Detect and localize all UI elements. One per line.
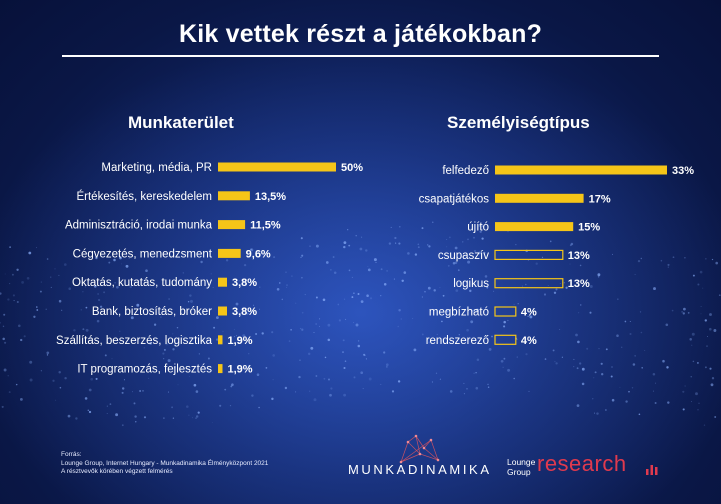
munkaterulet-bar bbox=[218, 220, 246, 230]
munkaterulet-category-label: Adminisztráció, irodai munka bbox=[65, 220, 213, 232]
source-line: Lounge Group, Internet Hungary - Munkadi… bbox=[61, 459, 269, 467]
munkaterulet-value-label: 13,5% bbox=[255, 191, 286, 203]
szemelyiseg-category-label: megbízható bbox=[429, 307, 489, 319]
szemelyiseg-value-label: 4% bbox=[521, 307, 537, 319]
munkaterulet-bar bbox=[218, 191, 250, 201]
munkaterulet-category-label: Cégvezetés, menedzsment bbox=[73, 248, 213, 260]
szemelyiseg-bar bbox=[495, 222, 574, 232]
szemelyiseg-value-label: 4% bbox=[521, 335, 537, 347]
munkaterulet-category-label: Oktatás, kutatás, tudomány bbox=[72, 277, 212, 289]
munkaterulet-value-label: 3,8% bbox=[232, 277, 257, 289]
szemelyiseg-bar bbox=[495, 165, 667, 175]
munkaterulet-category-label: Értékesítés, kereskedelem bbox=[76, 190, 212, 203]
lounge-group-logo-text: Lounge Group bbox=[507, 457, 536, 477]
page-title: Kik vettek részt a játékokban? bbox=[178, 20, 543, 48]
munkaterulet-value-label: 1,9% bbox=[227, 335, 252, 347]
munkaterulet-value-label: 11,5% bbox=[250, 220, 281, 232]
munkadinamika-logo-text: MUNKADINAMIKA bbox=[348, 462, 492, 477]
munkaterulet-bar bbox=[218, 306, 227, 316]
szemelyiseg-category-label: csapatjátékos bbox=[419, 193, 490, 205]
munkadinamika-logo-icon bbox=[399, 434, 440, 464]
munkaterulet-value-label: 9,6% bbox=[246, 248, 271, 260]
munkaterulet-bar bbox=[218, 335, 223, 345]
chart-title-szemelyisegtipus: Személyiségtípus bbox=[447, 113, 590, 132]
szemelyiseg-bar bbox=[494, 306, 517, 317]
chart-title-munkaterulet: Munkaterület bbox=[128, 113, 234, 132]
szemelyiseg-value-label: 15% bbox=[578, 222, 600, 234]
title-divider bbox=[62, 55, 659, 57]
szemelyiseg-bar bbox=[494, 249, 564, 261]
research-bars-icon bbox=[646, 465, 658, 475]
szemelyiseg-value-label: 13% bbox=[568, 278, 590, 290]
szemelyiseg-bar bbox=[494, 278, 564, 289]
szemelyiseg-bar bbox=[495, 193, 584, 203]
szemelyiseg-value-label: 17% bbox=[589, 193, 611, 205]
munkaterulet-value-label: 1,9% bbox=[227, 364, 252, 376]
munkaterulet-category-label: Szállítás, beszerzés, logisztika bbox=[56, 335, 213, 347]
szemelyiseg-category-label: felfedező bbox=[442, 165, 489, 177]
munkaterulet-bar bbox=[218, 364, 223, 374]
source-label: Forrás: bbox=[61, 451, 82, 458]
munkaterulet-category-label: Marketing, média, PR bbox=[101, 162, 212, 174]
munkaterulet-category-label: Bank, biztosítás, bróker bbox=[92, 306, 212, 318]
szemelyiseg-category-label: csupaszív bbox=[438, 250, 489, 262]
szemelyiseg-category-label: logikus bbox=[453, 278, 489, 290]
munkaterulet-bar bbox=[218, 248, 241, 258]
szemelyiseg-value-label: 13% bbox=[568, 250, 590, 262]
munkaterulet-value-label: 3,8% bbox=[232, 306, 257, 318]
source-note: Forrás: Lounge Group, Internet Hungary -… bbox=[61, 451, 268, 477]
szemelyisegtipus-bar-chart: felfedező 33% csapatjátékos 17% újító 15% csup… bbox=[419, 165, 695, 347]
munkaterulet-category-label: IT programozás, fejlesztés bbox=[77, 364, 212, 376]
szemelyiseg-category-label: újító bbox=[467, 222, 489, 234]
research-logo-text: research bbox=[537, 451, 627, 476]
munkaterulet-value-label: 50% bbox=[341, 162, 363, 174]
szemelyiseg-value-label: 33% bbox=[672, 165, 694, 177]
szemelyiseg-bar bbox=[494, 334, 517, 345]
szemelyiseg-category-label: rendszerező bbox=[426, 335, 489, 347]
munkaterulet-bar bbox=[218, 277, 227, 287]
munkaterulet-bar bbox=[218, 162, 336, 172]
munkaterulet-bar-chart: Marketing, média, PR 50% Értékesítés, kere… bbox=[56, 162, 363, 376]
source-description: A résztvevők körében végzett felmérés bbox=[61, 468, 173, 475]
